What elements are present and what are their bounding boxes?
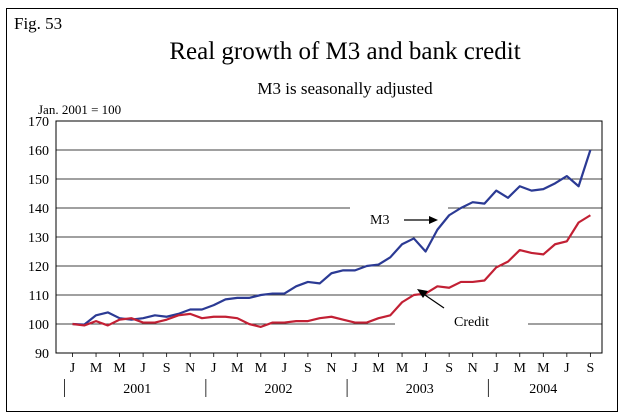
y-tick-label: 110 [29, 289, 49, 304]
x-tick-label: M [372, 361, 385, 376]
x-tick-label: M [396, 361, 409, 376]
x-tick-label: S [304, 361, 312, 376]
y-tick-label: 150 [28, 173, 49, 188]
year-label: 2003 [406, 382, 434, 397]
series-line-credit [73, 215, 591, 327]
x-tick-label: N [468, 361, 478, 376]
x-tick-label: N [185, 361, 195, 376]
y-tick-label: 160 [28, 144, 49, 159]
y-tick-label: 90 [35, 347, 49, 362]
x-tick-label: M [90, 361, 103, 376]
arrowhead-m3 [429, 216, 438, 224]
x-tick-label: N [326, 361, 336, 376]
year-label: 2001 [123, 382, 151, 397]
series-labels: M3 Credit [370, 213, 489, 330]
index-note: Jan. 2001 = 100 [38, 102, 121, 117]
year-label: 2004 [529, 382, 557, 397]
x-tick-label: S [586, 361, 594, 376]
series-label-credit: Credit [454, 315, 489, 330]
x-tick-label: M [231, 361, 244, 376]
y-tick-label: 170 [28, 115, 49, 130]
grid-lines [56, 150, 602, 324]
series-lines [73, 150, 591, 327]
year-label: 2002 [264, 382, 292, 397]
y-tick-label: 130 [28, 231, 49, 246]
x-tick-label: S [445, 361, 453, 376]
series-label-m3: M3 [370, 213, 389, 228]
x-tick-label: M [514, 361, 527, 376]
x-tick-label: M [255, 361, 268, 376]
x-tick-label: J [70, 361, 76, 376]
x-tick-label: M [113, 361, 126, 376]
x-tick-label: S [163, 361, 171, 376]
x-tick-label: M [537, 361, 550, 376]
x-tick-label: J [423, 361, 429, 376]
y-tick-label: 100 [28, 318, 49, 333]
x-tick-label: J [282, 361, 288, 376]
y-tick-label: 120 [28, 260, 49, 275]
x-tick-label: J [564, 361, 570, 376]
x-tick-label: J [211, 361, 217, 376]
x-tick-label: J [140, 361, 146, 376]
x-tick-label: J [493, 361, 499, 376]
y-tick-label: 140 [28, 202, 49, 217]
x-tick-label: J [352, 361, 358, 376]
